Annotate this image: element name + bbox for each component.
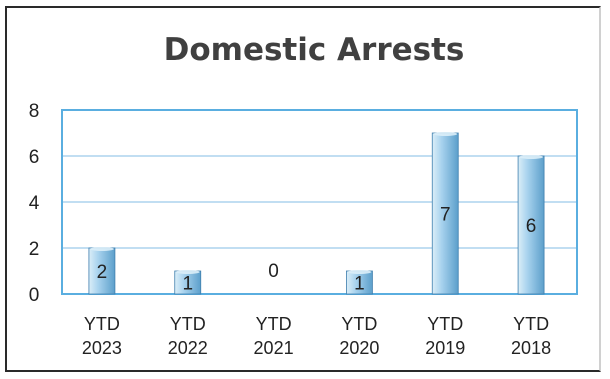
bar-cap [175, 270, 200, 274]
bar-cap [347, 270, 372, 274]
x-tick-label: 2021 [254, 338, 294, 358]
bars: 2 1 0 1 7 6 [88, 132, 545, 295]
data-label: 7 [440, 205, 451, 226]
x-tick-label: 2018 [511, 338, 551, 358]
x-tick-label: 2020 [339, 338, 379, 358]
bar-cap [433, 132, 458, 136]
x-tick-label: YTD [513, 314, 549, 334]
bar [88, 247, 116, 295]
chart-title: Domestic Arrests [164, 32, 465, 68]
y-tick-label: 0 [29, 285, 40, 306]
y-axis: 0 2 4 6 8 [29, 101, 40, 306]
gridlines [62, 109, 577, 295]
x-tick-label: 2022 [168, 338, 208, 358]
data-label: 0 [268, 261, 279, 282]
data-label: 6 [526, 216, 537, 237]
data-label: 1 [182, 274, 193, 295]
plot-area-border [61, 109, 578, 295]
data-label: 1 [354, 274, 365, 295]
x-axis: YTD 2023 YTD 2022 YTD 2021 YTD 2020 YTD 2019 YTD 20… [82, 314, 551, 358]
data-label: 2 [97, 262, 108, 283]
x-tick-label: YTD [341, 314, 377, 334]
x-tick-label: 2019 [425, 338, 465, 358]
bar-cap [89, 247, 114, 251]
bar [431, 132, 459, 295]
chart-frame [5, 6, 601, 372]
x-tick-label: YTD [427, 314, 463, 334]
x-tick-label: YTD [170, 314, 206, 334]
bar [517, 155, 545, 295]
x-tick-label: YTD [84, 314, 120, 334]
y-tick-label: 2 [29, 239, 40, 260]
y-tick-label: 8 [29, 101, 40, 122]
y-tick-label: 6 [29, 147, 40, 168]
bar-cap [519, 155, 544, 159]
y-tick-label: 4 [29, 193, 40, 214]
x-tick-label: 2023 [82, 338, 122, 358]
x-tick-label: YTD [256, 314, 292, 334]
